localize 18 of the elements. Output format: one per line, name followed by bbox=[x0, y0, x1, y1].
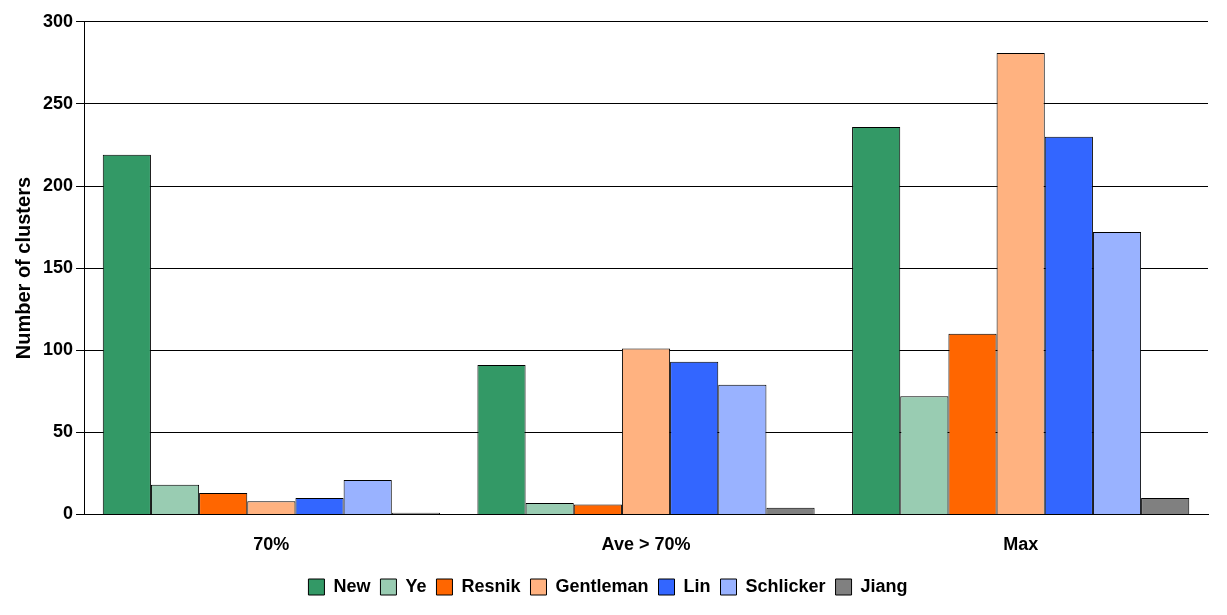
y-tick-label: 0 bbox=[63, 503, 74, 524]
legend-label: Ye bbox=[405, 575, 427, 596]
legend-label: Resnik bbox=[461, 575, 522, 596]
legend-label: Schlicker bbox=[745, 575, 826, 596]
y-tick-label: 100 bbox=[42, 339, 74, 360]
y-axis-title: Number of clusters bbox=[11, 176, 34, 360]
y-tick-label: 50 bbox=[53, 421, 74, 442]
legend-label: Lin bbox=[683, 575, 711, 596]
legend-label: Jiang bbox=[860, 575, 908, 596]
y-tick-label: 200 bbox=[42, 174, 74, 195]
x-tick-label: 70% bbox=[253, 534, 290, 555]
x-tick-label: Max bbox=[1003, 534, 1039, 555]
y-tick-label: 250 bbox=[42, 92, 74, 113]
y-tick-label: 300 bbox=[42, 10, 74, 31]
x-tick-label: Ave > 70% bbox=[601, 534, 691, 555]
legend-label: Gentleman bbox=[555, 575, 649, 596]
legend-label: New bbox=[333, 575, 372, 596]
y-tick-label: 150 bbox=[42, 257, 74, 278]
